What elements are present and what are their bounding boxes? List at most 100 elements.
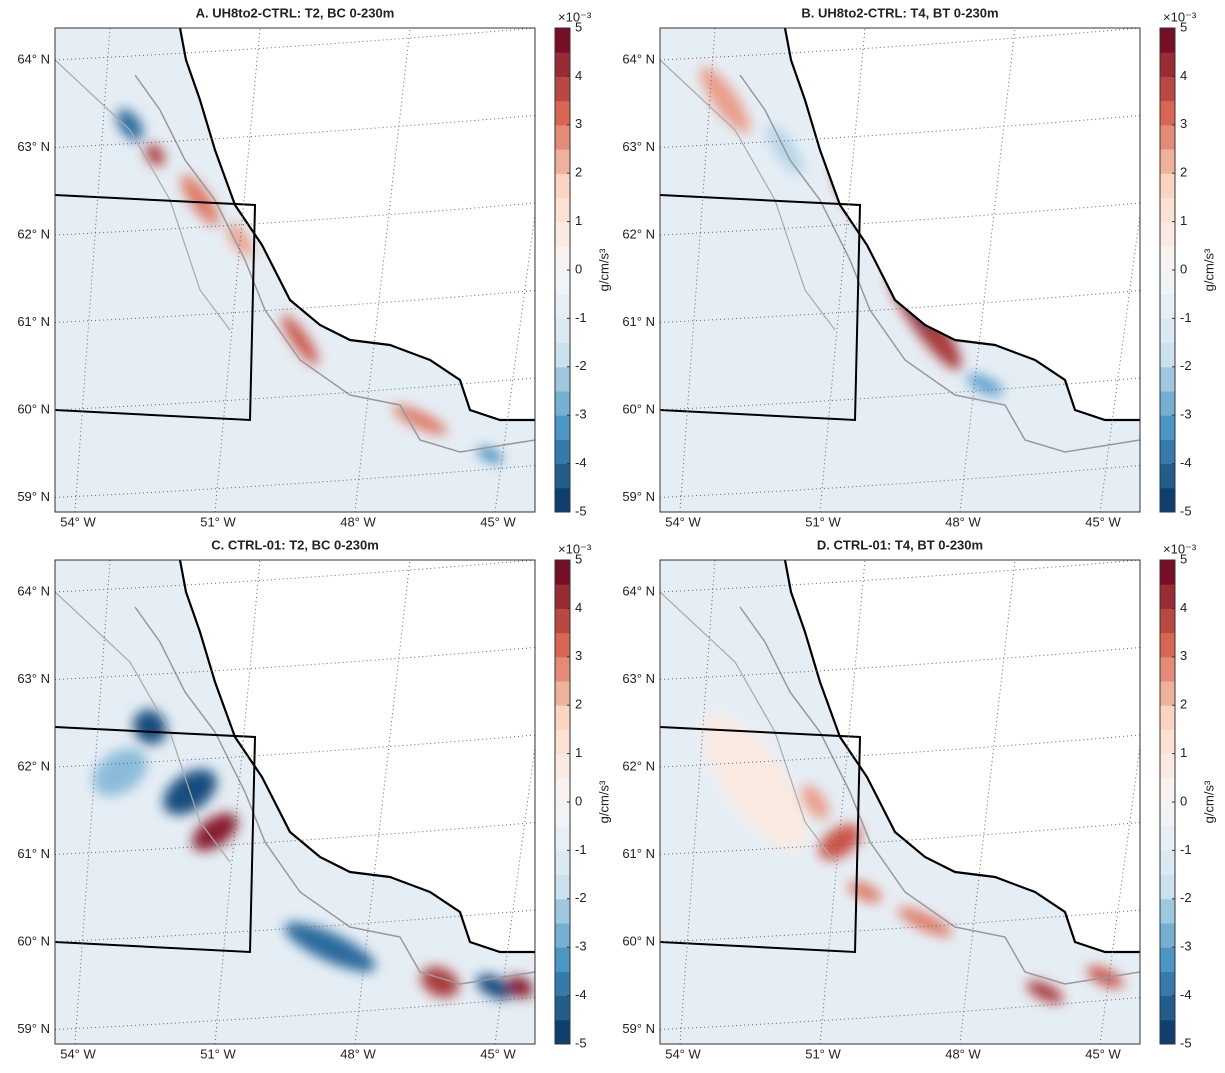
region-box — [55, 194, 257, 422]
colorbar-level — [555, 753, 570, 779]
colorbar-level — [555, 245, 570, 271]
anomaly-patch — [281, 315, 319, 365]
longitude-label: 54° W — [665, 514, 701, 529]
graticule — [55, 115, 535, 148]
colorbar-level — [1160, 52, 1175, 77]
colorbar-level — [555, 76, 570, 102]
longitude-label: 54° W — [665, 1046, 701, 1061]
colorbar-level — [1160, 270, 1175, 295]
colorbar-level — [555, 874, 570, 900]
colorbar-level — [555, 995, 570, 1021]
map-field — [660, 28, 1140, 512]
latitude-label: 59° N — [622, 1021, 655, 1036]
colorbar-tick-label: 4 — [575, 68, 582, 83]
colorbar-level — [1160, 560, 1175, 585]
graticule — [55, 647, 535, 680]
anomaly-patch — [477, 446, 503, 464]
graticule — [55, 909, 535, 943]
latitude-label: 59° N — [17, 489, 50, 504]
colorbar-tick-label: -3 — [1180, 939, 1192, 954]
longitude-label: 51° W — [805, 514, 841, 529]
colorbar-level — [1160, 971, 1175, 997]
latitude-label: 63° N — [17, 139, 50, 154]
latitude-label: 64° N — [17, 583, 50, 598]
colorbar-label: g/cm/s³ — [1201, 780, 1216, 823]
anomaly-patch — [192, 813, 238, 851]
colorbar-level — [555, 777, 570, 803]
colorbar-level — [555, 608, 570, 634]
colorbar-level — [555, 487, 570, 513]
latitude-label: 64° N — [622, 51, 655, 66]
coastline — [178, 560, 535, 954]
latitude-label: 62° N — [17, 758, 50, 773]
map-frame — [659, 27, 1141, 513]
colorbar-level — [1160, 76, 1175, 102]
colorbar-level — [555, 850, 570, 876]
colorbar-tick-label: 5 — [1180, 19, 1187, 34]
colorbar-level — [1160, 705, 1175, 730]
colorbar-tick-label: -2 — [1180, 358, 1192, 373]
colorbar-level — [555, 52, 570, 77]
colorbar-level — [1160, 124, 1175, 150]
land — [785, 560, 1140, 952]
colorbar-level — [555, 802, 570, 827]
longitude-label: 45° W — [1085, 514, 1121, 529]
longitude-label: 51° W — [200, 514, 236, 529]
map-frame — [659, 559, 1141, 1045]
region-box — [660, 194, 862, 422]
colorbar-level — [1160, 221, 1175, 247]
coastline — [783, 560, 1140, 954]
map-frame — [54, 27, 536, 513]
graticule — [55, 465, 535, 498]
colorbar-level — [1160, 439, 1175, 465]
colorbar-level — [1160, 995, 1175, 1021]
land — [180, 28, 535, 420]
region-box — [660, 726, 862, 954]
map-field — [660, 560, 1140, 1044]
longitude-label: 51° W — [805, 1046, 841, 1061]
graticule — [494, 742, 535, 1044]
latitude-label: 60° N — [17, 401, 50, 416]
colorbar-level — [555, 729, 570, 755]
colorbar-tick-label: -4 — [1180, 455, 1192, 470]
anomaly-patch — [392, 405, 448, 435]
latitude-label: 61° N — [17, 846, 50, 861]
colorbar-tick-label: 1 — [1180, 745, 1187, 760]
colorbar-tick-label: -1 — [1180, 842, 1192, 857]
latitude-label: 60° N — [622, 401, 655, 416]
colorbar-level — [555, 270, 570, 295]
map-panel: A. UH8to2-CTRL: T2, BC 0-230m 64° N 63° N 6… — [17, 5, 611, 529]
colorbar-level — [1160, 947, 1175, 972]
colorbar-level — [555, 391, 570, 416]
latitude-label: 62° N — [622, 758, 655, 773]
graticule — [660, 822, 1140, 855]
anomaly-patch — [506, 976, 534, 998]
graticule — [660, 202, 1140, 236]
colorbar-level — [555, 681, 570, 706]
colorbar-tick-label: 2 — [575, 697, 582, 712]
isobath — [739, 606, 1140, 985]
coastline — [783, 28, 1140, 422]
colorbar-exponent: ×10⁻³ — [558, 541, 592, 556]
latitude-label: 61° N — [17, 314, 50, 329]
panel-title: A. UH8to2-CTRL: T2, BC 0-230m — [196, 5, 395, 20]
anomaly-field — [116, 109, 503, 464]
colorbar-tick-label: -3 — [575, 407, 587, 422]
colorbar-level — [555, 1019, 570, 1045]
latitude-label: 59° N — [17, 1021, 50, 1036]
latitude-label: 63° N — [17, 671, 50, 686]
anomaly-patch — [1026, 980, 1064, 1004]
graticule — [55, 28, 535, 61]
colorbar-tick-label: 4 — [1180, 68, 1187, 83]
colorbar-level — [555, 28, 570, 53]
colorbar-exponent: ×10⁻³ — [558, 9, 592, 24]
colorbar-level — [1160, 608, 1175, 634]
colorbar-tick-label: -3 — [575, 939, 587, 954]
region-box — [55, 726, 257, 954]
map-panel: D. CTRL-01: T4, BT 0-230m 64° N 63° N 62° N… — [622, 537, 1216, 1061]
colorbar-level — [1160, 729, 1175, 755]
colorbar-level — [1160, 318, 1175, 344]
colorbar-level — [1160, 366, 1175, 392]
colorbar-level — [1160, 294, 1175, 319]
longitude-label: 54° W — [60, 1046, 96, 1061]
